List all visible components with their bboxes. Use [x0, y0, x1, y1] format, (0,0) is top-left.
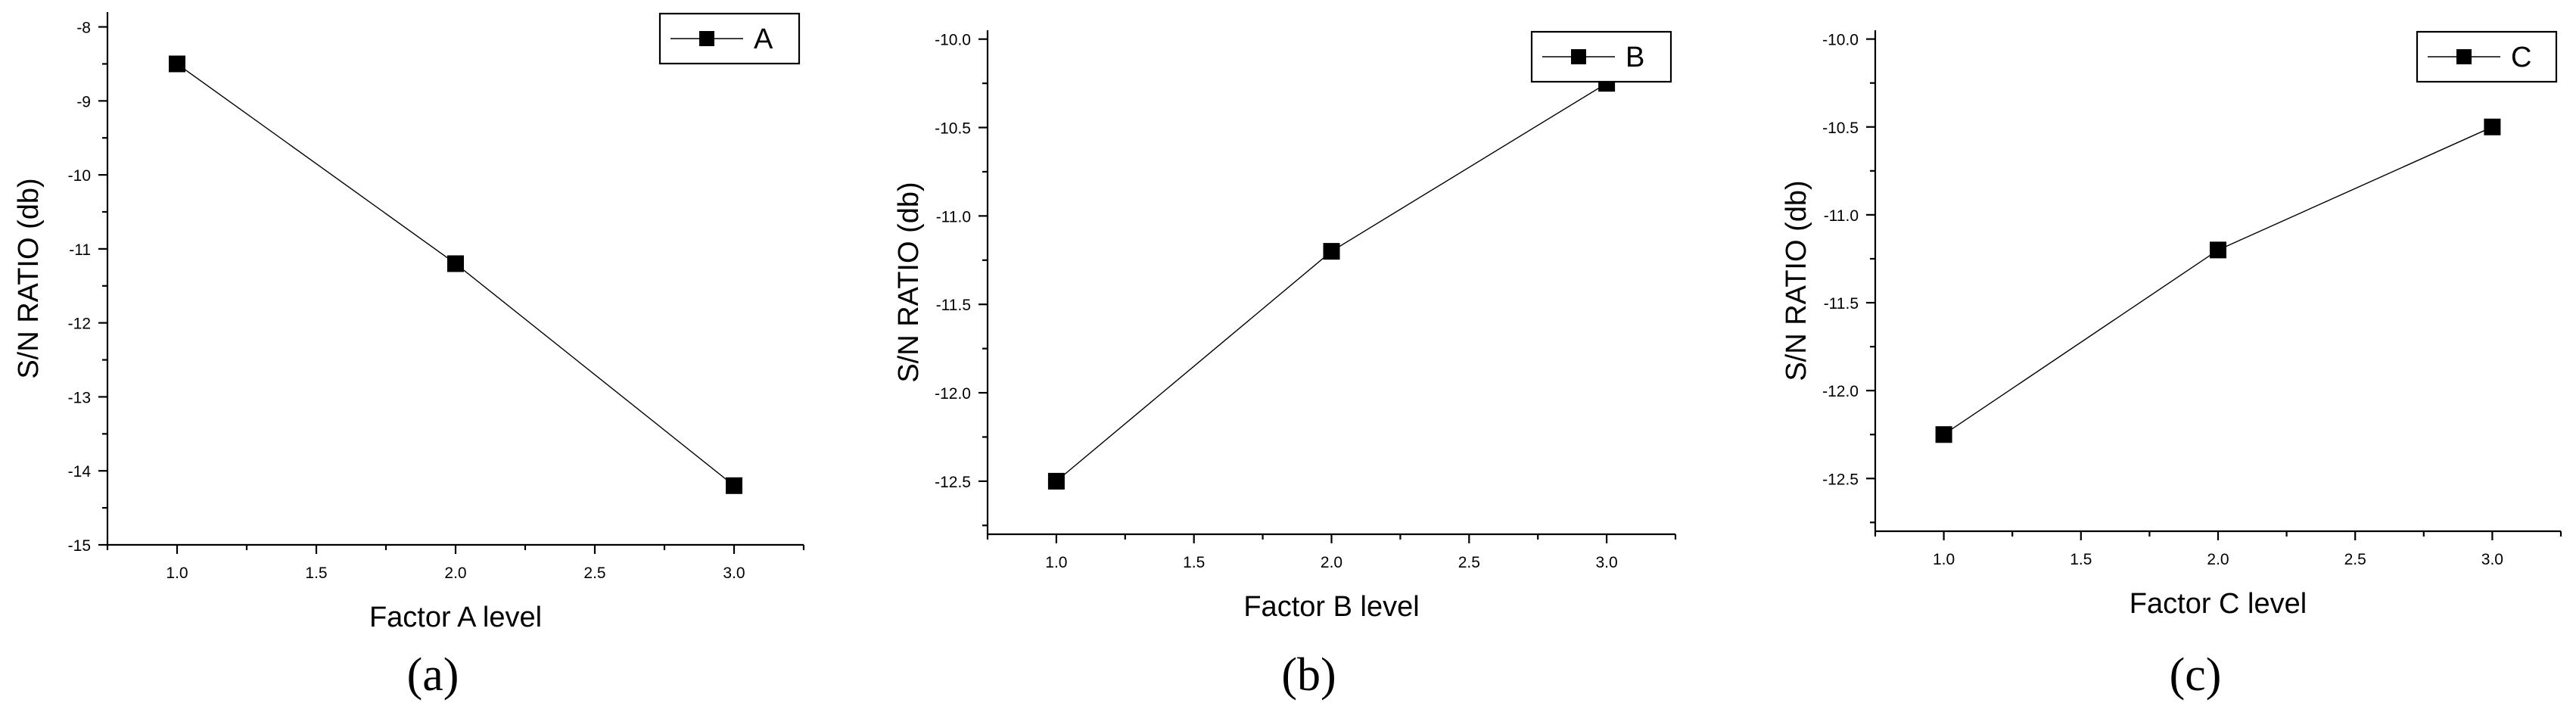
- legend-marker: [2456, 49, 2472, 64]
- x-tick-label: 1.0: [166, 565, 188, 582]
- y-tick-label: -9: [76, 93, 91, 110]
- legend-label: C: [2511, 42, 2531, 73]
- data-point: [1323, 243, 1340, 260]
- y-tick-label: -8: [76, 20, 91, 37]
- panel-label: (c): [2170, 649, 2222, 701]
- y-tick-label: -10.5: [1822, 120, 1859, 137]
- x-tick-label: 2.0: [444, 565, 466, 582]
- y-axis-title: S/N RATIO (db): [1781, 180, 1812, 381]
- data-point: [1047, 472, 1065, 490]
- y-tick-label: -11.5: [1824, 295, 1859, 313]
- x-tick-label: 1.0: [1933, 551, 1955, 568]
- data-point: [2484, 118, 2501, 135]
- y-tick-label: -10: [68, 167, 91, 185]
- series-line-C: [1943, 126, 2493, 435]
- x-tick-label: 2.5: [1458, 554, 1480, 571]
- x-tick-label: 2.5: [2344, 551, 2366, 568]
- y-tick-label: -12.0: [935, 385, 971, 403]
- y-tick-label: -15: [68, 537, 91, 555]
- x-tick-label: 3.0: [723, 565, 745, 582]
- x-tick-label: 3.0: [1595, 554, 1617, 571]
- y-tick-label: -10.0: [935, 32, 971, 49]
- y-tick-label: -10.5: [935, 120, 971, 138]
- data-point: [169, 55, 185, 73]
- y-tick-label: -12: [68, 316, 91, 333]
- x-tick-label: 1.5: [1183, 554, 1205, 571]
- x-tick-label: 3.0: [2481, 551, 2503, 568]
- series-line-A: [176, 63, 735, 487]
- x-axis-title: Factor A level: [369, 602, 542, 633]
- data-point: [2210, 241, 2226, 259]
- y-tick-label: -12.5: [1822, 471, 1859, 488]
- chart-panel-3: -10.0 -10.5 -11.0 -11.5 -12.0 -12.5 1.0 1.5 2.0 2…: [1781, 30, 2562, 701]
- y-tick-label: -11: [69, 241, 91, 259]
- x-tick-label: 2.0: [2207, 551, 2229, 568]
- legend: A: [658, 12, 801, 65]
- legend-label: B: [1626, 42, 1644, 73]
- y-tick-label: -13: [68, 389, 91, 406]
- y-tick-label: -11.0: [936, 208, 971, 226]
- series-line-B: [1056, 82, 1607, 482]
- legend-marker: [699, 31, 714, 46]
- x-axis-title: Factor C level: [2130, 588, 2307, 620]
- legend: C: [2416, 30, 2558, 83]
- y-tick-label: -12.0: [1822, 383, 1859, 400]
- chart-panel-1: -8 -9 -10 -11 -12 -13 -14 -15 1.0 1.5 2.0 2.5 3.0 Fac…: [13, 12, 805, 701]
- legend: B: [1530, 30, 1672, 83]
- panel-label: (a): [407, 649, 459, 701]
- data-point: [447, 255, 464, 272]
- x-tick-label: 1.0: [1045, 554, 1067, 571]
- y-tick-label: -10.0: [1822, 32, 1859, 49]
- y-tick-label: -11.5: [936, 297, 971, 314]
- chart-panel-2: -10.0 -10.5 -11.0 -11.5 -12.0 -12.5 1.0 1.5 2.0 2…: [893, 30, 1677, 701]
- x-tick-label: 1.5: [305, 565, 327, 582]
- y-tick-label: -11.0: [1824, 207, 1859, 225]
- x-tick-label: 1.5: [2070, 551, 2092, 568]
- panel-label: (b): [1281, 649, 1336, 701]
- x-axis-title: Factor B level: [1243, 591, 1419, 623]
- x-tick-label: 2.5: [583, 565, 605, 582]
- legend-label: A: [754, 23, 773, 55]
- data-point: [726, 477, 742, 494]
- y-tick-label: -14: [68, 463, 92, 481]
- x-tick-label: 2.0: [1321, 554, 1342, 571]
- y-tick-label: -12.5: [935, 474, 971, 491]
- legend-marker: [1571, 49, 1586, 64]
- y-axis-title: S/N RATIO (db): [893, 182, 925, 382]
- y-axis-title: S/N RATIO (db): [13, 178, 45, 378]
- data-point: [1935, 426, 1952, 443]
